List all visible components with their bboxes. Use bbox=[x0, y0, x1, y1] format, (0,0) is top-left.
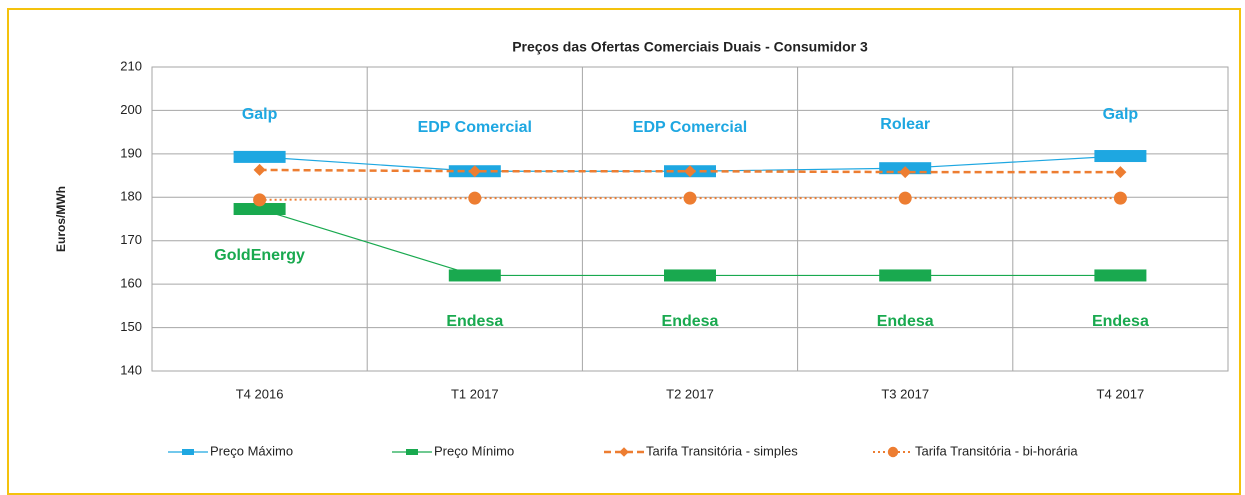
annotation: GoldEnergy bbox=[214, 247, 305, 264]
data-point bbox=[468, 191, 482, 205]
data-point bbox=[684, 165, 696, 178]
data-point bbox=[879, 269, 932, 282]
legend-label: Preço Máximo bbox=[210, 443, 293, 458]
x-tick-label: T2 2017 bbox=[666, 386, 714, 401]
data-point bbox=[448, 269, 501, 282]
data-point bbox=[233, 203, 286, 216]
data-point bbox=[233, 150, 286, 163]
y-tick-label: 160 bbox=[120, 276, 142, 291]
annotation: Galp bbox=[1103, 106, 1139, 123]
annotation: EDP Comercial bbox=[633, 119, 747, 136]
y-tick-label: 210 bbox=[120, 58, 142, 73]
legend-marker bbox=[406, 449, 418, 455]
annotation: EDP Comercial bbox=[418, 119, 532, 136]
annotation: Endesa bbox=[662, 313, 719, 330]
data-point bbox=[683, 191, 697, 205]
data-point bbox=[253, 163, 266, 176]
legend-label: Preço Mínimo bbox=[434, 443, 514, 458]
y-tick-label: 180 bbox=[120, 189, 142, 204]
legend-marker bbox=[887, 446, 899, 458]
data-point bbox=[468, 165, 481, 178]
data-point bbox=[898, 191, 912, 205]
x-tick-label: T3 2017 bbox=[881, 386, 929, 401]
annotation: Galp bbox=[242, 106, 278, 123]
y-tick-label: 170 bbox=[120, 232, 142, 247]
annotation: Endesa bbox=[877, 313, 934, 330]
y-tick-label: 190 bbox=[120, 145, 142, 160]
annotation: Rolear bbox=[880, 116, 930, 133]
x-tick-label: T4 2017 bbox=[1097, 386, 1145, 401]
y-tick-label: 150 bbox=[120, 319, 142, 334]
legend-marker bbox=[182, 449, 194, 455]
data-point bbox=[1114, 166, 1127, 179]
data-point bbox=[664, 269, 716, 282]
frame bbox=[7, 8, 1241, 495]
data-point bbox=[1094, 150, 1147, 163]
data-point bbox=[253, 193, 267, 207]
x-tick-label: T1 2017 bbox=[451, 386, 499, 401]
y-axis-label: Euros/MWh bbox=[54, 186, 68, 252]
y-tick-label: 200 bbox=[120, 102, 142, 117]
data-point bbox=[899, 166, 912, 179]
y-tick-label: 140 bbox=[120, 362, 142, 377]
chart-title: Preços das Ofertas Comerciais Duais - Co… bbox=[512, 39, 868, 55]
data-point bbox=[1094, 269, 1147, 282]
legend-label: Tarifa Transitória - bi-horária bbox=[915, 443, 1078, 458]
annotation: Endesa bbox=[1092, 313, 1149, 330]
annotation: Endesa bbox=[446, 313, 503, 330]
legend-label: Tarifa Transitória - simples bbox=[646, 443, 798, 458]
x-tick-label: T4 2016 bbox=[236, 386, 284, 401]
data-point bbox=[1113, 191, 1127, 205]
